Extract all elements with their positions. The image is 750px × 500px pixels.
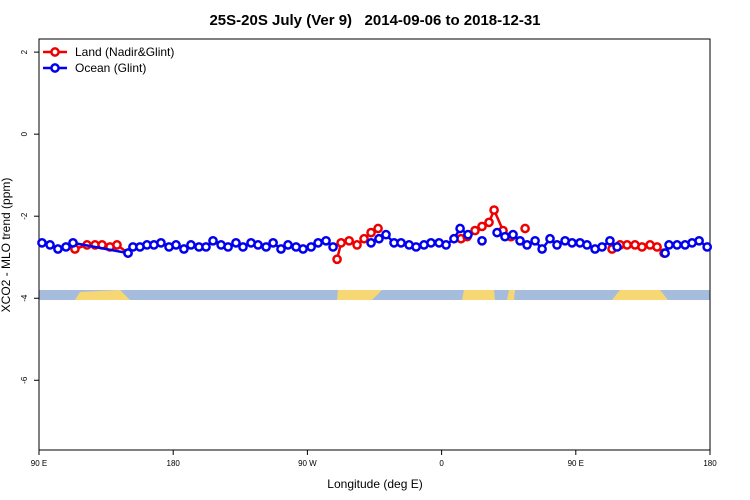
data-point xyxy=(201,242,211,252)
data-point xyxy=(171,240,181,250)
data-point xyxy=(567,238,577,248)
data-point xyxy=(359,233,369,244)
legend-swatch-marker xyxy=(50,47,60,57)
data-point xyxy=(253,240,263,250)
data-point xyxy=(261,242,271,252)
data-point xyxy=(231,238,241,248)
data-point xyxy=(484,217,494,228)
legend-swatch-marker xyxy=(50,63,60,73)
data-point xyxy=(156,238,166,248)
y-axis-label: XCO2 - MLO trend (ppm) xyxy=(0,178,13,313)
x-tick-label: 90 W xyxy=(298,459,317,468)
map-strip xyxy=(39,290,710,300)
legend-label: Ocean (Glint) xyxy=(75,61,146,75)
data-point xyxy=(463,229,473,240)
data-point xyxy=(694,235,704,246)
data-point xyxy=(489,205,499,215)
data-point xyxy=(477,235,487,246)
data-point xyxy=(612,242,622,252)
land-patch xyxy=(337,290,382,300)
data-point xyxy=(321,235,331,246)
data-point xyxy=(637,242,647,252)
data-point xyxy=(500,231,510,242)
legend-label: Land (Nadir&Glint) xyxy=(75,45,174,59)
data-point xyxy=(68,238,78,248)
data-point xyxy=(652,242,662,252)
x-tick-label: 180 xyxy=(703,459,717,468)
data-point xyxy=(123,248,133,258)
data-point xyxy=(344,235,355,246)
data-point xyxy=(238,242,248,252)
chart-title: 25S-20S July (Ver 9) 2014-09-06 to 2018-… xyxy=(209,12,540,29)
data-point xyxy=(366,227,376,238)
data-point xyxy=(53,244,63,254)
data-point xyxy=(622,240,632,250)
data-point xyxy=(449,233,459,244)
data-point xyxy=(268,238,278,248)
y-tick-label: -4 xyxy=(20,294,29,302)
data-point xyxy=(702,242,713,252)
data-point xyxy=(61,242,71,252)
data-point xyxy=(374,233,384,244)
data-point xyxy=(37,238,47,248)
data-point xyxy=(605,235,615,246)
data-point xyxy=(223,242,233,252)
data-point xyxy=(552,240,562,250)
data-point xyxy=(186,240,196,250)
data-point xyxy=(411,242,421,252)
data-point xyxy=(470,225,480,236)
data-point xyxy=(276,244,286,254)
data-point xyxy=(373,223,383,234)
data-point xyxy=(492,227,502,238)
data-point xyxy=(441,240,451,250)
data-point xyxy=(208,235,218,246)
data-point xyxy=(664,240,674,250)
data-point xyxy=(520,223,530,234)
data-point xyxy=(179,244,189,254)
data-point xyxy=(112,240,122,250)
y-tick-label: -2 xyxy=(20,212,29,220)
land-patch xyxy=(75,290,130,300)
data-point xyxy=(298,244,308,254)
data-point xyxy=(366,238,376,248)
data-point xyxy=(672,240,682,250)
data-point xyxy=(477,221,487,232)
data-point xyxy=(582,240,592,250)
data-point xyxy=(515,235,525,246)
data-point xyxy=(522,240,532,250)
data-point xyxy=(306,242,316,252)
data-point xyxy=(313,238,323,248)
y-tick-label: 2 xyxy=(20,49,29,54)
data-point xyxy=(455,223,465,234)
y-tick-label: -6 xyxy=(20,376,29,384)
data-point xyxy=(352,240,362,250)
x-tick-label: 90 E xyxy=(31,459,47,468)
land-patch xyxy=(462,290,495,300)
data-point xyxy=(537,244,547,254)
data-point xyxy=(597,242,607,252)
y-tick-label: 0 xyxy=(20,131,29,136)
x-tick-label: 180 xyxy=(167,459,181,468)
data-point xyxy=(328,242,338,252)
land-patch xyxy=(612,290,668,300)
x-tick-label: 90 E xyxy=(568,459,584,468)
data-point xyxy=(396,238,406,248)
data-point xyxy=(530,235,540,246)
data-point xyxy=(283,240,293,250)
data-point xyxy=(660,248,670,258)
data-point xyxy=(508,229,518,240)
data-point xyxy=(332,254,342,265)
x-tick-label: 0 xyxy=(439,459,444,468)
data-point xyxy=(545,233,555,244)
land-patch xyxy=(507,290,515,300)
x-axis-label: Longitude (deg E) xyxy=(327,477,422,491)
data-point xyxy=(336,238,346,248)
data-point xyxy=(426,238,436,248)
data-point xyxy=(381,229,391,240)
data-point xyxy=(45,240,55,250)
